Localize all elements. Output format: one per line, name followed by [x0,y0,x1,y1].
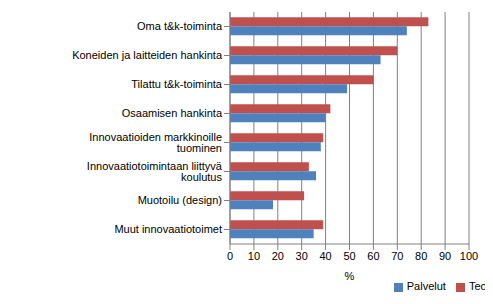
html-text:Palvelut: Palvelut [406,280,446,292]
svg-text:70: 70 [391,250,403,262]
svg-text:Tilattu t&k-toiminta: Tilattu t&k-toiminta [131,78,223,90]
svg-text:Muotoilu (design): Muotoilu (design) [138,194,222,206]
svg-text:100: 100 [460,250,478,262]
svg-text:0: 0 [227,250,233,262]
svg-text:%: % [345,270,355,282]
svg-text:Innovaatioiden markkinoilletuo: Innovaatioiden markkinoilletuominen [89,131,222,154]
svg-text:10: 10 [248,250,260,262]
svg-text:Koneiden ja laitteiden hankint: Koneiden ja laitteiden hankinta [72,49,223,61]
svg-text:20: 20 [272,250,284,262]
svg-text:Oma t&k-toiminta: Oma t&k-toiminta [137,20,223,32]
svg-text:Muut innovaatiotoimet: Muut innovaatiotoimet [114,223,222,235]
svg-text:40: 40 [319,250,331,262]
svg-text:60: 60 [367,250,379,262]
svg-text:50: 50 [343,250,355,262]
svg-text:Innovaatiotoimintaan liittyväk: Innovaatiotoimintaan liittyväkoulutus [87,160,223,183]
svg-text:90: 90 [439,250,451,262]
svg-text:Osaamisen hankinta: Osaamisen hankinta [122,107,223,119]
svg-text:80: 80 [415,250,427,262]
svg-text:30: 30 [296,250,308,262]
